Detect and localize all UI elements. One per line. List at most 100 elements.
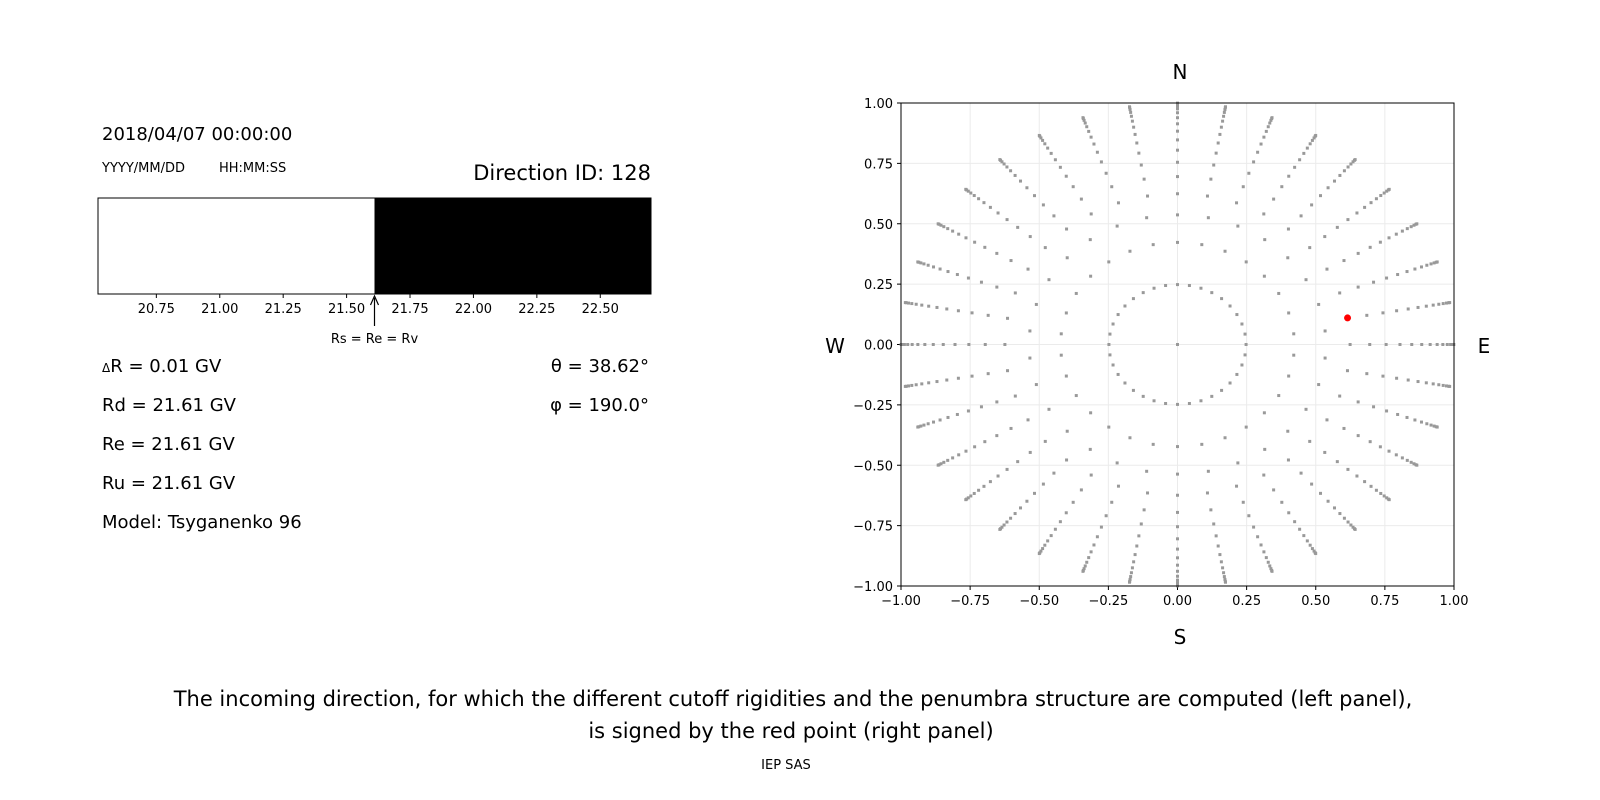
direction-point <box>1129 114 1133 118</box>
direction-point <box>1280 500 1284 504</box>
direction-point <box>914 383 918 387</box>
compass-west: W <box>825 334 845 358</box>
direction-point <box>1235 201 1239 205</box>
direction-point <box>1019 506 1023 510</box>
direction-point <box>956 309 960 313</box>
y-tick-label: 0.75 <box>864 157 893 172</box>
direction-point <box>979 280 983 284</box>
direction-point <box>1412 223 1416 227</box>
direction-point <box>1385 276 1389 280</box>
direction-point <box>1356 434 1360 438</box>
direction-point <box>1176 283 1179 287</box>
direction-point <box>1349 162 1353 166</box>
direction-point <box>1212 163 1216 167</box>
direction-point <box>973 240 977 244</box>
direction-point <box>1323 235 1327 239</box>
model-label: Model: Tsyganenko 96 <box>102 512 302 533</box>
direction-point <box>1368 440 1372 444</box>
direction-point <box>1363 480 1367 484</box>
direction-point <box>1128 105 1132 109</box>
direction-point <box>1286 227 1290 231</box>
direction-point <box>1176 111 1179 115</box>
direction-point <box>1326 499 1330 503</box>
direction-point <box>1034 302 1038 306</box>
direction-point <box>964 236 968 240</box>
direction-point <box>1065 227 1069 231</box>
direction-point <box>1287 511 1291 515</box>
direction-point <box>1304 407 1308 411</box>
direction-point <box>1346 165 1350 169</box>
direction-point <box>951 456 955 460</box>
direction-point <box>1002 162 1006 166</box>
direction-point <box>1424 304 1428 308</box>
direction-point <box>1441 343 1445 346</box>
direction-point <box>1256 535 1260 539</box>
direction-point <box>1111 322 1115 326</box>
direction-point <box>1130 119 1134 123</box>
direction-point <box>953 343 957 346</box>
direction-point <box>1108 353 1112 357</box>
direction-point <box>1308 142 1312 146</box>
direction-point <box>907 301 911 305</box>
direction-point <box>1268 121 1272 125</box>
direction-point <box>1310 482 1314 486</box>
direction-point <box>1235 372 1239 376</box>
direction-point <box>1006 316 1010 320</box>
direction-point <box>1270 116 1274 120</box>
direction-point <box>998 527 1002 531</box>
direction-point <box>1221 566 1225 570</box>
direction-point <box>1116 201 1120 205</box>
direction-point <box>1205 194 1209 198</box>
direction-point <box>1176 493 1179 497</box>
direction-point <box>1413 267 1417 271</box>
direction-point <box>1123 304 1127 308</box>
direction-point <box>1152 286 1156 290</box>
rd-param: Rd = 21.61 GV <box>102 395 236 416</box>
penumbra-strip: 20.75 21.00 21.25 21.50 21.75 22.00 22.25 22.50… <box>97 197 652 347</box>
direction-point <box>1176 116 1179 120</box>
direction-point <box>1441 302 1445 306</box>
direction-point <box>1272 197 1276 201</box>
direction-point <box>995 434 999 438</box>
direction-point <box>1115 461 1119 465</box>
direction-point <box>1107 343 1111 346</box>
direction-point <box>1314 133 1318 137</box>
y-tick-label: 1.00 <box>864 97 893 112</box>
direction-point <box>1176 537 1179 541</box>
direction-point <box>1176 129 1179 133</box>
direction-point <box>931 343 935 346</box>
y-tick-label: 0.50 <box>864 218 893 233</box>
direction-point <box>1240 322 1244 326</box>
direction-point <box>983 343 987 346</box>
direction-point <box>956 376 960 380</box>
direction-point <box>1145 469 1149 473</box>
direction-point <box>969 494 973 498</box>
direction-point <box>1009 426 1013 430</box>
direction-point <box>1013 512 1017 516</box>
direction-point <box>1131 388 1135 392</box>
direction-point <box>1210 394 1214 398</box>
y-tick-label: −0.25 <box>853 399 893 414</box>
direction-point <box>1365 372 1369 376</box>
direction-point <box>973 445 977 449</box>
direction-point <box>1187 284 1191 288</box>
direction-point <box>1437 383 1441 387</box>
direction-point <box>1319 194 1323 198</box>
direction-point <box>982 201 986 205</box>
direction-point <box>1369 484 1373 488</box>
direction-point <box>1385 409 1389 413</box>
direction-point <box>1409 225 1413 229</box>
direction-point <box>1317 302 1321 306</box>
direction-point <box>1286 256 1290 260</box>
direction-point <box>1223 249 1227 253</box>
direction-point <box>1223 577 1227 581</box>
direction-point <box>982 484 986 488</box>
direction-point <box>1387 187 1391 191</box>
direction-point <box>1085 560 1089 564</box>
direction-point <box>1089 274 1093 278</box>
x-tick-label: −0.75 <box>950 594 990 609</box>
direction-point <box>1176 574 1179 578</box>
direction-point <box>916 425 920 429</box>
direction-point <box>1323 329 1327 333</box>
